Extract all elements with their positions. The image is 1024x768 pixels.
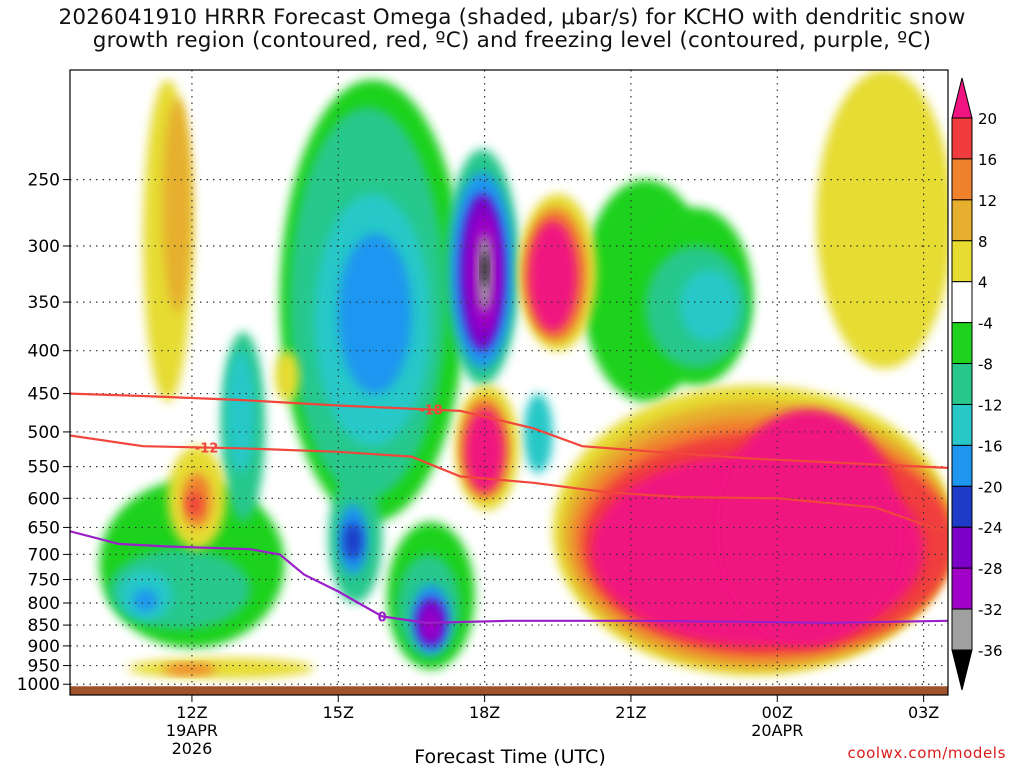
- y-tick-label-850: 850: [28, 616, 60, 636]
- colorbar-segment-12: [951, 608, 973, 651]
- colorbar-segment-11: [951, 567, 973, 610]
- colorbar-segment-8: [951, 444, 973, 487]
- y-tick-label-650: 650: [28, 518, 60, 538]
- x-tick-label-03Z: 03Z: [908, 703, 939, 722]
- colorbar-segment-0: [951, 117, 973, 160]
- omega-region-12: [343, 521, 363, 560]
- colorbar-label-2: 12: [978, 192, 997, 210]
- omega-region-41: [718, 409, 900, 646]
- x-tick-label-12Z: 12Z: [176, 703, 207, 722]
- omega-region-17: [423, 612, 439, 638]
- y-tick-label-800: 800: [28, 594, 60, 614]
- temperature-contours: 0 -12 -18: [70, 392, 948, 625]
- chart-title-line-2: growth region (contoured, red, ºC) and f…: [92, 28, 932, 53]
- colorbar-label-10: -24: [978, 519, 1003, 537]
- freezing-level-contour-label: 0: [378, 610, 387, 625]
- dgz-minus12-contour-label: -12: [195, 442, 219, 457]
- omega-region-23: [481, 251, 489, 287]
- omega-region-5: [226, 350, 256, 474]
- colorbar: 20 16 12 8 4 -4 -8 -12 -16 -20 -24 -28 -32 -36: [951, 77, 1003, 691]
- colorbar-label-9: -20: [978, 478, 1003, 496]
- omega-region-28: [679, 269, 739, 342]
- dgz-minus18-contour-label: -18: [419, 404, 443, 419]
- colorbar-segment-5: [951, 322, 973, 365]
- colorbar-top-arrow: [951, 77, 973, 119]
- x-tick-date-00Z: 20APR: [751, 721, 803, 740]
- colorbar-label-5: -4: [978, 315, 993, 333]
- omega-region-42: [816, 70, 948, 369]
- omega-region-50: [274, 350, 300, 402]
- omega-region-49: [187, 492, 202, 517]
- colorbar-label-6: -8: [978, 356, 993, 374]
- colorbar-segment-9: [951, 485, 973, 528]
- y-tick-label-900: 900: [28, 637, 60, 657]
- chart-title: 2026041910 HRRR Forecast Omega (shaded, …: [0, 6, 1024, 52]
- colorbar-label-1: 16: [978, 151, 997, 169]
- y-tick-label-550: 550: [28, 458, 60, 478]
- dgz-minus12-contour: [70, 434, 948, 535]
- omega-region-32: [528, 220, 578, 333]
- omega-region-3: [133, 589, 158, 613]
- x-tick-date-12Z: 19APR: [166, 721, 218, 740]
- terrain-ground: [70, 686, 948, 695]
- y-tick-label-350: 350: [28, 293, 60, 313]
- colorbar-segment-10: [951, 526, 973, 569]
- plot-frame: [69, 69, 949, 696]
- freezing-level-contour: [70, 530, 948, 625]
- y-tick-label-400: 400: [28, 342, 60, 362]
- x-tick-year-12Z: 2026: [172, 739, 213, 758]
- colorbar-label-4: 4: [978, 274, 988, 292]
- y-tick-label-700: 700: [28, 545, 60, 565]
- credit-text: coolwx.com/models: [847, 744, 1006, 762]
- x-tick-label-15Z: 15Z: [323, 703, 354, 722]
- colorbar-segment-4: [951, 281, 973, 324]
- colorbar-segment-7: [951, 403, 973, 446]
- y-tick-label-950: 950: [28, 657, 60, 677]
- y-axis: 2503003504004505005506006507007508008509…: [17, 171, 70, 695]
- omega-shading: [99, 70, 948, 679]
- x-tick-label-21Z: 21Z: [615, 703, 646, 722]
- chart-title-line-1: 2026041910 HRRR Forecast Omega (shaded, …: [58, 5, 966, 30]
- y-tick-label-250: 250: [28, 171, 60, 191]
- colorbar-bottom-arrow: [951, 649, 973, 691]
- y-tick-label-1000: 1000: [17, 675, 60, 695]
- x-tick-label-18Z: 18Z: [469, 703, 500, 722]
- colorbar-label-7: -12: [978, 396, 1003, 414]
- colorbar-label-13: -36: [978, 642, 1003, 660]
- colorbar-label-12: -32: [978, 601, 1003, 619]
- omega-region-46: [162, 98, 192, 313]
- y-tick-label-500: 500: [28, 423, 60, 443]
- colorbar-segment-3: [951, 240, 973, 283]
- x-axis-label: Forecast Time (UTC): [414, 746, 605, 768]
- x-tick-label-00Z: 00Z: [762, 703, 793, 722]
- colorbar-label-3: 8: [978, 233, 988, 251]
- omega-region-35: [465, 409, 505, 493]
- omega-region-44: [162, 663, 217, 676]
- y-tick-label-750: 750: [28, 571, 60, 591]
- colorbar-label-11: -28: [978, 560, 1003, 578]
- colorbar-label-8: -16: [978, 437, 1003, 455]
- omega-region-24: [523, 393, 553, 474]
- colorbar-segment-6: [951, 363, 973, 405]
- y-tick-label-450: 450: [28, 385, 60, 405]
- omega-region-9: [338, 233, 412, 394]
- colorbar-label-0: 20: [978, 110, 997, 128]
- dgz-minus18-contour: [70, 392, 948, 469]
- colorbar-segment-2: [951, 199, 973, 242]
- y-tick-label-300: 300: [28, 237, 60, 257]
- colorbar-segment-1: [951, 158, 973, 201]
- omega-region-43: [128, 657, 314, 679]
- y-tick-label-600: 600: [28, 489, 60, 509]
